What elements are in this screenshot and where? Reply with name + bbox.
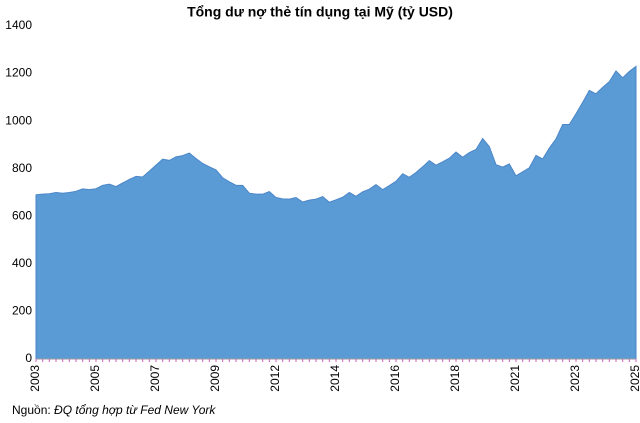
y-tick-label: 0 <box>25 351 32 365</box>
source: ĐQ tổng hợp từ Fed New York <box>54 403 216 417</box>
x-tick-label: 2023 <box>568 365 582 392</box>
x-tick-label: 2021 <box>508 365 522 392</box>
source-label: Nguồn: <box>12 403 51 417</box>
x-tick-label: 2003 <box>28 365 42 392</box>
x-tick-label: 2012 <box>268 365 282 392</box>
chart-title: Tổng dư nợ thẻ tín dụng tại Mỹ (tỷ USD) <box>187 4 453 20</box>
y-tick-label: 600 <box>12 208 32 222</box>
x-tick-label: 2009 <box>208 365 222 392</box>
y-tick-label: 1200 <box>5 66 32 80</box>
x-tick-label: 2025 <box>628 365 640 392</box>
y-tick-label: 1400 <box>5 18 32 32</box>
x-tick-label: 2007 <box>148 365 162 392</box>
x-tick-label: 2018 <box>448 365 462 392</box>
area <box>35 65 637 360</box>
y-tick-label: 400 <box>12 256 32 270</box>
x-tick-label: 2016 <box>388 365 402 392</box>
x-tick-label: 2014 <box>328 365 342 392</box>
y-tick-label: 800 <box>12 161 32 175</box>
y-tick-label: 1000 <box>5 113 32 127</box>
y-tick-label: 200 <box>12 304 32 318</box>
source-note: Nguồn: ĐQ tổng hợp từ Fed New York <box>12 403 216 417</box>
x-tick-label: 2005 <box>88 365 102 392</box>
